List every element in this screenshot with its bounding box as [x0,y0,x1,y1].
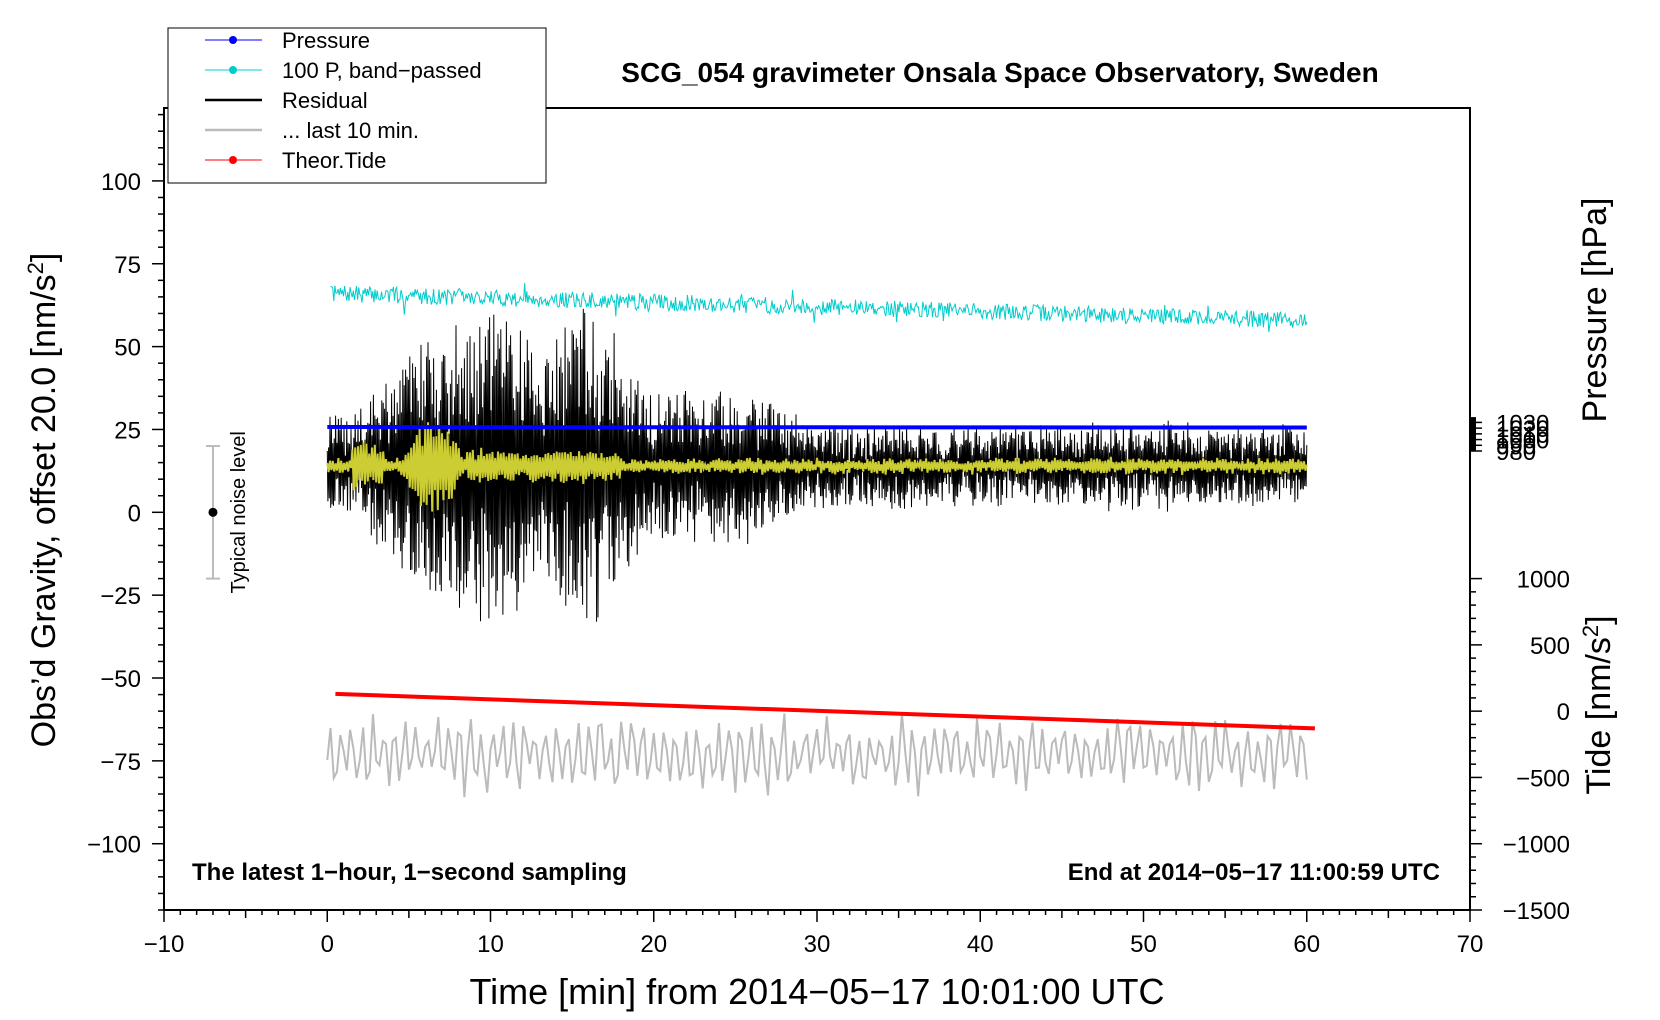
legend-marker [229,36,237,44]
annotation-sampling: The latest 1−hour, 1−second sampling [192,859,627,886]
legend-marker [229,66,237,74]
legend: Pressure 100 P, band−passed Residual ... la… [167,27,547,184]
y-tick-label: 75 [114,252,141,279]
tide-tick-label: 0 [1557,699,1570,726]
theoretical-tide-line [335,691,1315,731]
chart-title: SCG_054 gravimeter Onsala Space Observat… [621,57,1378,88]
y-axis-gravity: 100 75 50 25 0 −25 −50 −75 −100 [87,113,164,911]
x-tick-label: 40 [967,931,994,958]
residual-line [326,308,1308,622]
filtered-residual-line [326,422,1308,512]
y-axis-label-gravity: Obs’d Gravity, offset 20.0 [nm/s2] [23,253,63,748]
legend-marker [229,156,237,164]
pressure-line [327,425,1307,430]
legend-label: Theor.Tide [282,148,386,173]
y-axis-label-pressure: Pressure [hPa] [1576,198,1614,423]
y-label-tide-close: ] [1580,615,1618,624]
y-axis-label-tide: Tide [nm/s2] [1578,615,1618,794]
pressure-tick-label: 1030 [1496,410,1549,437]
y-axis-tide: 1000 500 0 −500 −1000 −1500 [1470,567,1570,925]
annotation-end-time: End at 2014−05−17 11:00:59 UTC [1068,859,1440,886]
tide-tick-label: −1000 [1503,832,1570,859]
y-tick-label: −100 [87,832,141,859]
x-tick-label: 50 [1130,931,1157,958]
x-axis-label: Time [min] from 2014−05−17 10:01:00 UTC [469,971,1164,1012]
pressure-tick-label: 1020 [1496,416,1549,443]
y-label-tide-exp: 2 [1578,625,1603,637]
y-label-gravity-close: ] [25,253,63,262]
y-tick-label: 0 [128,500,141,527]
y-label-gravity-text: Obs’d Gravity, offset 20.0 [nm/s [25,274,63,747]
noise-bar-label: Typical noise level [228,431,250,593]
x-axis: −10 0 10 20 30 40 50 60 70 [144,910,1484,958]
legend-label: ... last 10 min. [282,118,419,143]
legend-label: 100 P, band−passed [282,58,482,83]
x-tick-label: 60 [1293,931,1320,958]
tide-tick-label: 500 [1530,633,1570,660]
x-tick-label: 20 [640,931,667,958]
tide-tick-label: 1000 [1517,567,1570,594]
bandpass-pressure-line [330,283,1308,333]
y-tick-label: −75 [100,749,141,776]
legend-label: Pressure [282,28,370,53]
pressure-tick-label: 990 [1496,433,1536,460]
x-tick-label: 0 [321,931,334,958]
y-tick-label: −25 [100,583,141,610]
y-tick-label: 25 [114,417,141,444]
legend-label: Residual [282,88,368,113]
x-tick-label: 70 [1457,931,1484,958]
y-tick-label: 100 [101,169,141,196]
x-tick-label: 30 [804,931,831,958]
noise-bar-center-dot [208,507,218,517]
x-tick-label: −10 [144,931,185,958]
tide-tick-label: −500 [1516,765,1570,792]
pressure-tick-label: 1000 [1496,428,1549,455]
x-tick-label: 10 [477,931,504,958]
y-label-gravity-exp: 2 [23,262,48,274]
y-tick-label: 50 [114,335,141,362]
tide-tick-label: −1500 [1503,898,1570,925]
pressure-tick-label: 1010 [1496,422,1549,449]
y-tick-label: −50 [100,666,141,693]
y-label-tide-text: Tide [nm/s [1580,637,1618,794]
noise-level-bar: Typical noise level [205,431,250,593]
last-10-min-line [326,712,1308,798]
pressure-tick-label: 980 [1496,439,1536,466]
plot-frame [163,107,1471,911]
series-layer [326,283,1315,798]
